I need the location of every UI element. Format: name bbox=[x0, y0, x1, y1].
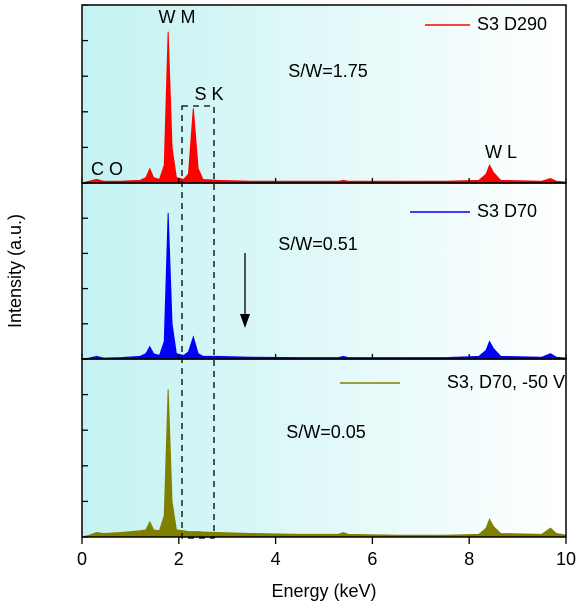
annotation: W L bbox=[485, 142, 517, 162]
x-axis-label: Energy (keV) bbox=[271, 581, 376, 601]
y-axis-label: Intensity (a.u.) bbox=[5, 214, 25, 328]
x-tick-label: 2 bbox=[174, 549, 184, 569]
panel-frame bbox=[81, 358, 567, 538]
legend-label: S3 D70 bbox=[477, 201, 537, 221]
arrow-head bbox=[240, 314, 250, 328]
spectrum bbox=[81, 31, 567, 184]
annotation: S/W=1.75 bbox=[288, 61, 368, 81]
legend-label: S3, D70, -50 V bbox=[447, 372, 565, 392]
x-tick-label: 10 bbox=[556, 549, 576, 569]
annotation: C O bbox=[91, 159, 123, 179]
plot-background bbox=[82, 5, 566, 537]
annotation: S/W=0.51 bbox=[278, 234, 358, 254]
x-tick-label: 4 bbox=[271, 549, 281, 569]
s-k-window bbox=[181, 105, 215, 539]
spectrum bbox=[81, 389, 567, 538]
legend-label: S3 D290 bbox=[477, 14, 547, 34]
annotation: S K bbox=[194, 84, 223, 104]
annotation: W M bbox=[159, 7, 196, 27]
x-tick-label: 0 bbox=[77, 549, 87, 569]
x-tick-label: 6 bbox=[367, 549, 377, 569]
x-tick-label: 8 bbox=[464, 549, 474, 569]
annotation: S/W=0.05 bbox=[286, 422, 366, 442]
spectrum bbox=[81, 212, 567, 360]
